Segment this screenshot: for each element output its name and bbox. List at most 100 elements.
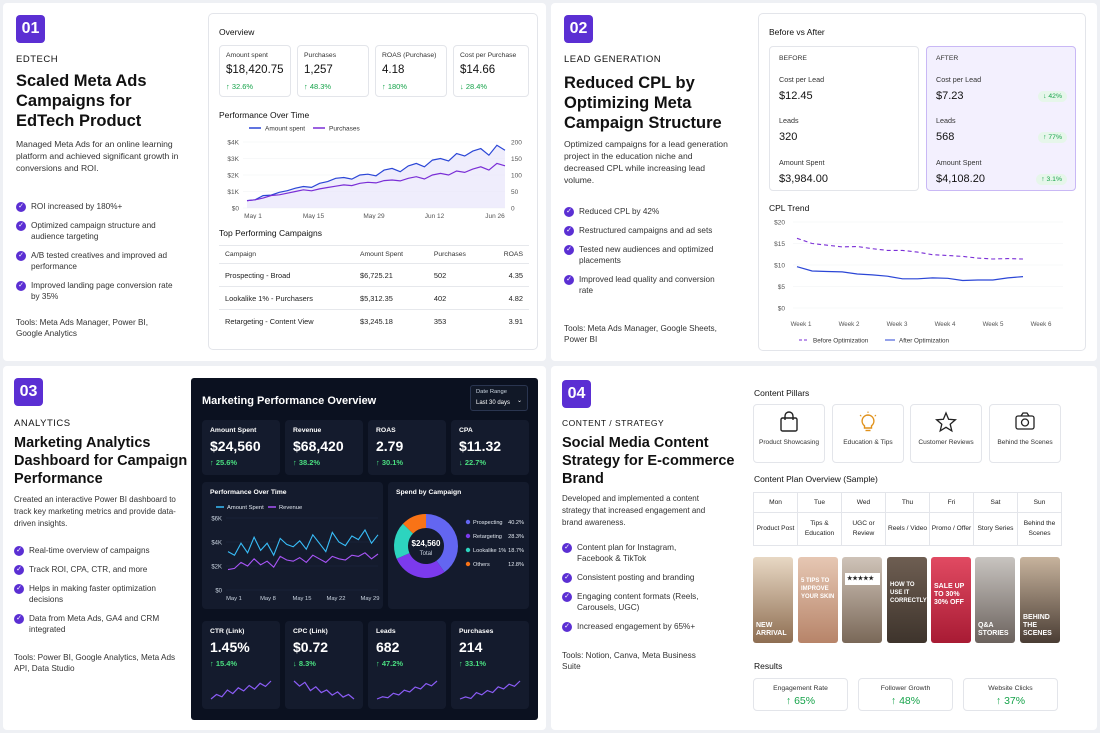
legend-label: Before Optimization (813, 338, 869, 345)
y-tick-label: $20 (774, 220, 785, 227)
bullet-item: ✓ ROI increased by 180%+ (16, 201, 181, 212)
kpi-cost-per-purchase: Cost per Purchase $14.66 ↓ 28.4% (453, 45, 529, 97)
series-after (796, 266, 1024, 282)
spend-title: Spend by Campaign (396, 489, 462, 496)
case-number: 03 (14, 378, 43, 406)
case-kicker: ANALYTICS (14, 418, 71, 429)
bullet-item: ✓ Optimized campaign structure and audien… (16, 220, 181, 242)
check-icon: ✓ (14, 546, 24, 556)
case-description: Created an interactive Power BI dashboar… (14, 495, 176, 528)
x-tick-label: Week 3 (887, 321, 908, 328)
y2-tick-label: 0 (511, 206, 515, 213)
kpi-purchases: Purchases 1,257 ↑ 48.3% (297, 45, 369, 97)
dashboard-title: Marketing Performance Overview (202, 395, 377, 407)
case-study-edtech: 01 EDTECH Scaled Meta Ads Campaigns for … (3, 3, 546, 361)
bullet-item: ✓ Data from Meta Ads, GA4 and CRM integra… (14, 613, 179, 635)
x-tick-label: Week 4 (935, 321, 956, 328)
y2-tick-label: 50 (511, 189, 519, 196)
y-tick-label: $2K (227, 173, 239, 180)
case-title: Marketing Analytics Dashboard for Campai… (14, 435, 188, 487)
perf-chart-title: Performance Over Time (219, 110, 310, 120)
case-kicker: EDTECH (16, 54, 59, 65)
legend-dot (465, 533, 471, 539)
data-label: 12.8% (508, 562, 524, 568)
data-label: 18.7% (508, 548, 524, 554)
legend-label: Amount spent (265, 126, 305, 133)
sparkline-path (210, 680, 272, 700)
post-thumbnail: Q&A STORIES (975, 557, 1015, 643)
x-tick-label: Week 6 (1031, 321, 1052, 328)
check-icon: ✓ (562, 622, 572, 632)
case-number: 04 (562, 380, 591, 408)
bullet-item: ✓ Helps in making faster optimization dec… (14, 583, 179, 605)
star-icon (911, 411, 981, 438)
sparkline (293, 680, 355, 700)
plan-title: Content Plan Overview (Sample) (754, 474, 878, 484)
case-title: Scaled Meta Ads Campaigns for EdTech Pro… (16, 72, 147, 130)
kpi-leads: Leads 682 ↑ 47.2% (368, 621, 446, 709)
kpi-ctr: CTR (Link) 1.45% ↑ 15.4% (202, 621, 280, 709)
chevron-down-icon: ⌄ (516, 398, 522, 404)
data-label: 40.2% (508, 520, 524, 526)
tools-text: Tools: Notion, Canva, Meta Business Suit… (562, 651, 696, 671)
before-box: BEFORE Cost per Lead $12.45 Leads 320 Amou… (769, 46, 919, 191)
content-card (743, 376, 1066, 720)
series-purchases (246, 162, 506, 202)
kpi-roas: ROAS 2.79 ↑ 30.1% (368, 420, 446, 475)
tools-text: Tools: Meta Ads Manager, Power BI, Googl… (16, 318, 148, 338)
bullet-item: ✓ Reduced CPL by 42% (564, 206, 729, 217)
table-row: Lookalike 1% - Purchasers $5,312.35 402 4.8… (219, 286, 529, 310)
sparkline-path (459, 680, 521, 700)
sparkline (210, 680, 272, 700)
sparkline-path (293, 680, 355, 700)
sparkline (459, 680, 521, 700)
check-icon: ✓ (562, 592, 572, 602)
x-tick-label: Week 2 (839, 321, 860, 328)
table-row: Prospecting - Broad $6,725.21 502 4.35 (219, 263, 529, 287)
spend-panel: Spend by Campaign Prospecting 40.2% Retarg… (388, 482, 529, 609)
check-icon: ✓ (562, 543, 572, 553)
series-revenue (227, 552, 379, 571)
kpi-purchases: Purchases 214 ↑ 33.1% (451, 621, 529, 709)
result-engagement: Engagement Rate ↑ 65% (753, 678, 848, 711)
performance-line-chart: $4K $3K $2K $1K $0 200 150 100 50 0 May 1 May 15 May… (227, 126, 522, 220)
sparkline-path (376, 680, 438, 700)
donut-center-value: $24,560 (412, 539, 441, 548)
y-tick-label: $4K (211, 541, 222, 547)
sparkline (376, 680, 438, 700)
bullet-item: ✓ Track ROI, CPA, CTR, and more (14, 564, 179, 575)
y-tick-label: $10 (774, 263, 785, 270)
case-title: Reduced CPL by Optimizing Meta Campaign … (564, 74, 722, 132)
bullet-item: ✓ Restructured campaigns and ad sets (564, 225, 729, 236)
case-number: 01 (16, 15, 45, 43)
check-icon: ✓ (564, 245, 574, 255)
post-thumbnail: HOW TO USE IT CORRECTLY (887, 557, 927, 643)
donut-center-label: Total (420, 551, 433, 557)
date-range-select[interactable]: Date Range Last 30 days ⌄ (470, 385, 528, 411)
post-thumbnail: NEW ARRIVAL (753, 557, 793, 643)
content-calendar: Mon Tue Wed Thu Fri Sat Sun Product Post Tips &… (753, 492, 1062, 546)
bullet-list: ✓ Reduced CPL by 42% ✓ Restructured campai… (564, 206, 729, 304)
cpl-trend-chart: $20 $15 $10 $5 $0 Week 1 Week 2 Week 3 Week 4 Wee… (774, 220, 1063, 345)
x-tick-label: Week 5 (983, 321, 1004, 328)
pie-slice (394, 523, 414, 559)
pie-slice (396, 553, 445, 578)
y2-tick-label: 200 (511, 140, 522, 147)
check-icon: ✓ (16, 251, 26, 261)
case-description: Optimized campaigns for a lead generatio… (564, 139, 728, 185)
change-badge: ↑ 3.1% (1036, 174, 1067, 185)
calendar-days-row: Mon Tue Wed Thu Fri Sat Sun (753, 492, 1062, 513)
legend-label: Purchases (329, 126, 360, 133)
pillar-behind-scenes: Behind the Scenes (989, 404, 1061, 463)
case-number: 02 (564, 15, 593, 43)
bullet-item: ✓ Improved landing page conversion rate b… (16, 280, 181, 302)
bullet-item: ✓ Consistent posting and branding (562, 572, 712, 583)
x-tick-label: May 29 (360, 596, 379, 602)
series-amount-spent (227, 528, 379, 557)
after-box: AFTER Cost per Lead $7.23 ↓ 42% Leads 568 … (926, 46, 1076, 191)
bullet-item: ✓ Engaging content formats (Reels, Carous… (562, 591, 712, 613)
x-tick-label: May 29 (363, 213, 385, 219)
x-tick-label: May 1 (244, 213, 262, 219)
campaigns-table: Campaign Amount Spent Purchases ROAS Prospe… (219, 245, 529, 333)
case-kicker: CONTENT / STRATEGY (562, 418, 665, 428)
